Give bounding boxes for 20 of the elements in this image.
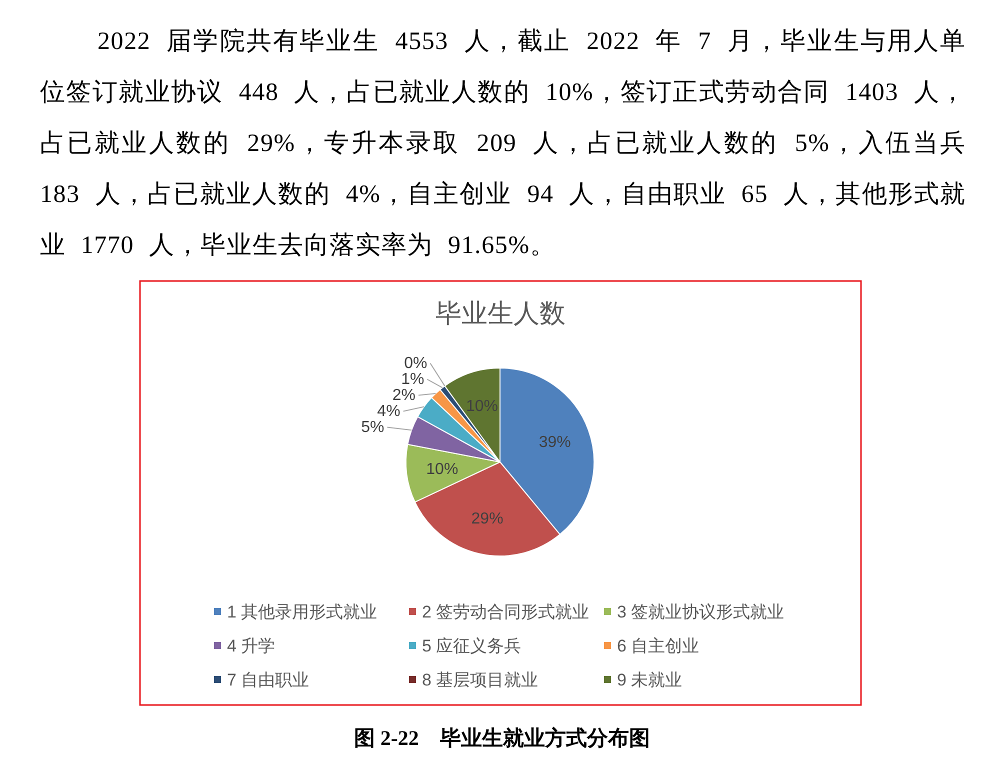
legend-label: 3 签就业协议形式就业 [617, 602, 784, 622]
data-label: 5% [361, 418, 384, 436]
legend-label: 5 应征义务兵 [422, 636, 522, 656]
chart-title: 毕业生人数 [436, 298, 566, 328]
data-label: 39% [538, 434, 571, 451]
data-label: 1% [401, 370, 424, 388]
legend-label: 6 自主创业 [617, 636, 700, 656]
legend-label: 2 签劳动合同形式就业 [422, 602, 590, 622]
legend-label: 9 未就业 [617, 670, 682, 690]
legend-label: 1 其他录用形式就业 [227, 602, 378, 622]
data-label: 4% [377, 402, 400, 420]
legend-label: 8 基层项目就业 [422, 670, 538, 690]
caption: 图 2-22 毕业生就业方式分布图 [354, 726, 650, 750]
legend-label: 4 升学 [227, 636, 276, 656]
data-label: 2% [392, 386, 416, 404]
text: 2022 届学院共有毕业生 4553 人，截止 2022 年 7 月，毕业生与用人单位签订就业协议 448 人，占已就业人数的 10%，签订正式劳动合同 1403 人，占已就业人数的 29%，专升本录取 209 人，占已就业人数的 5%，入伍当兵 183 人，占已就业人数的 4%，自主创业 94 人，自由职业 65 人，其他形式就业 1770 人，毕业生去向落实率为 91.65%。 [40, 27, 966, 261]
data-label: 29% [471, 510, 504, 528]
text: 0% [404, 354, 428, 372]
legend-label: 7 自由职业 [227, 670, 310, 690]
data-label: 10% [426, 460, 458, 478]
